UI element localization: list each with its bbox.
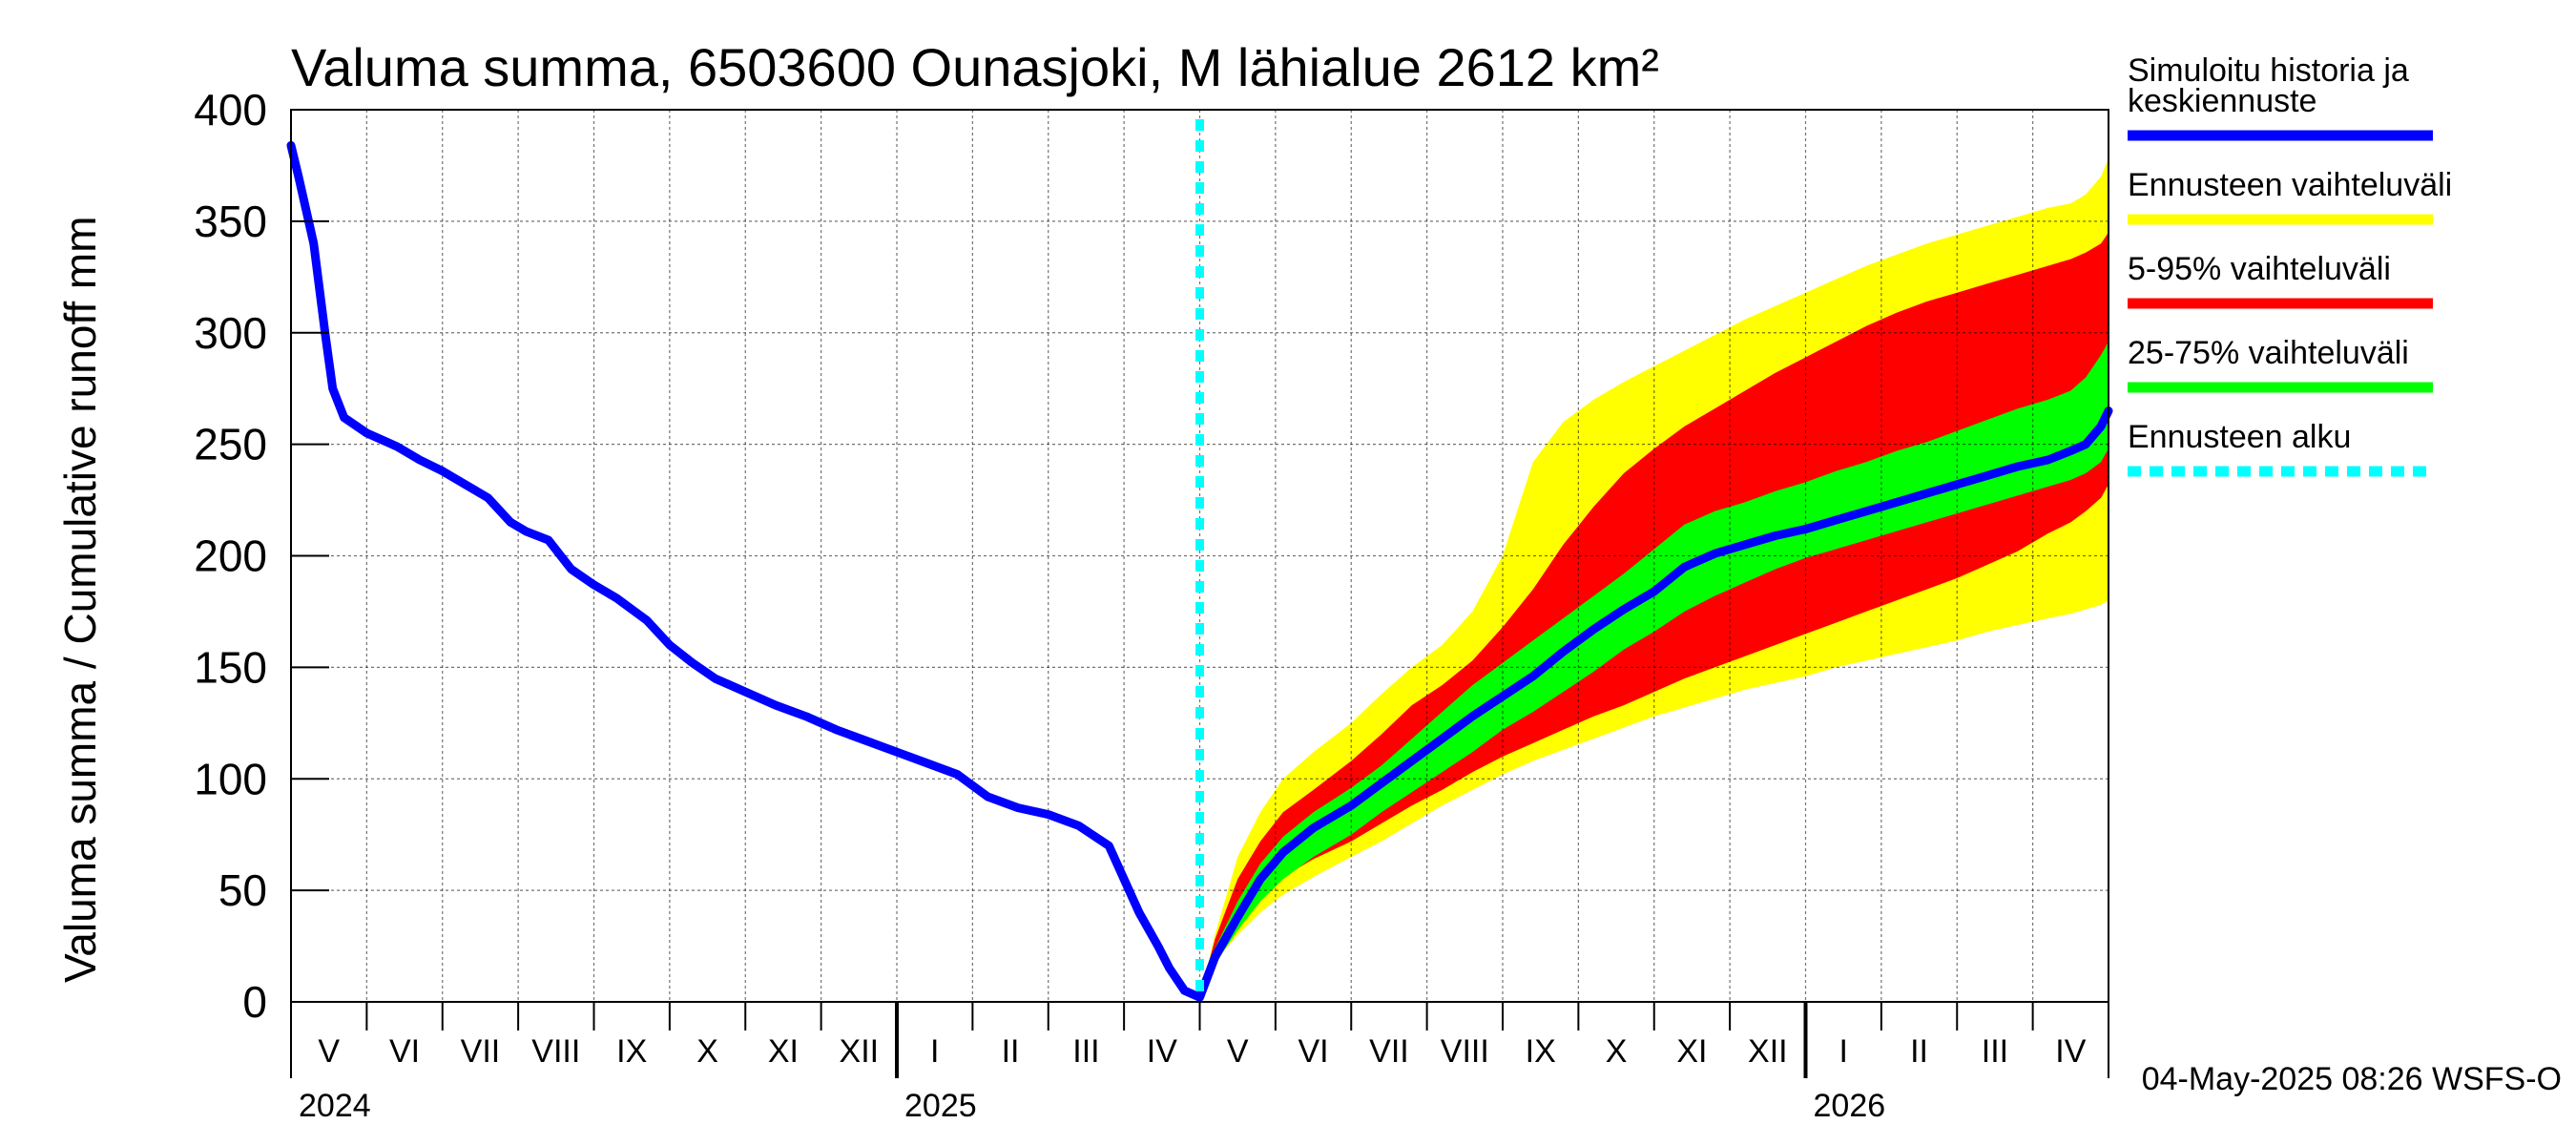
month-label: V: [318, 1033, 340, 1070]
y-tick-label: 250: [194, 420, 267, 469]
month-label: XI: [1676, 1033, 1707, 1070]
year-labels: 2024 2025 2026: [299, 1088, 1885, 1124]
month-label: VIII: [531, 1033, 580, 1070]
month-label: II: [1002, 1033, 1020, 1070]
y-tick-label: 100: [194, 754, 267, 803]
month-label: IV: [1147, 1033, 1177, 1070]
month-label: XII: [840, 1033, 880, 1070]
month-label: IX: [1526, 1033, 1556, 1070]
y-tick-label: 350: [194, 197, 267, 246]
month-label: VII: [461, 1033, 501, 1070]
footer-timestamp: 04-May-2025 08:26 WSFS-O: [2142, 1061, 2562, 1097]
y-axis-label: Valuma summa / Cumulative runoff mm: [55, 216, 105, 983]
y-tick-label: 0: [242, 977, 267, 1027]
month-label: XII: [1748, 1033, 1788, 1070]
month-label: VI: [1298, 1033, 1329, 1070]
month-label: III: [1982, 1033, 2008, 1070]
y-tick-labels: 0 50 100 150 200 250 300 350 400: [194, 85, 267, 1027]
month-label: I: [1839, 1033, 1847, 1070]
year-label: 2025: [904, 1088, 977, 1124]
legend-label: Ennusteen vaihteluväli: [2128, 167, 2452, 203]
history-series: [286, 140, 2113, 1002]
legend-label: 25-75% vaihteluväli: [2128, 335, 2409, 371]
month-label: I: [930, 1033, 939, 1070]
month-label: XI: [768, 1033, 799, 1070]
month-label: VII: [1369, 1033, 1409, 1070]
legend-label-line2: keskiennuste: [2128, 83, 2316, 119]
chart-title: Valuma summa, 6503600 Ounasjoki, M lähia…: [291, 37, 1659, 97]
legend-label: Ennusteen alku: [2128, 419, 2351, 455]
legend-label: Simuloitu historia ja: [2128, 52, 2409, 89]
legend-label: 5-95% vaihteluväli: [2128, 251, 2391, 287]
month-label: V: [1227, 1033, 1249, 1070]
month-label: IX: [616, 1033, 647, 1070]
month-label: X: [1606, 1033, 1628, 1070]
month-label: VI: [389, 1033, 420, 1070]
history-median-line: [286, 140, 2113, 1002]
month-label: II: [1910, 1033, 1928, 1070]
y-tick-label: 150: [194, 642, 267, 692]
y-tick-label: 50: [218, 865, 267, 915]
y-tick-label: 300: [194, 308, 267, 358]
axes: [290, 109, 2109, 1078]
year-label: 2026: [1814, 1088, 1886, 1124]
month-label: X: [696, 1033, 718, 1070]
month-labels: V VI VII VIII IX X XI XII I II III IV V VI VII VIII IX X X…: [318, 1033, 2086, 1070]
year-label: 2024: [299, 1088, 371, 1124]
y-tick-label: 400: [194, 85, 267, 135]
month-label: VIII: [1441, 1033, 1489, 1070]
month-label: IV: [2055, 1033, 2086, 1070]
y-tick-label: 200: [194, 531, 267, 581]
month-label: III: [1072, 1033, 1099, 1070]
